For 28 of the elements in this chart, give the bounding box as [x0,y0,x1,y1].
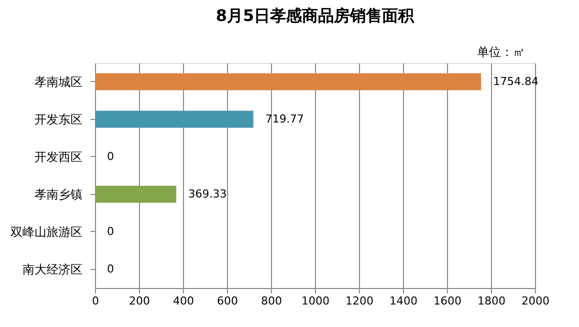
y-tick-label: 南大经济区 [22,262,82,276]
chart-title: 8月5日孝感商品房销售面积 [216,6,416,25]
y-tick-label: 开发东区 [34,112,82,126]
y-tick-label: 孝南乡镇 [34,187,82,202]
bar [95,186,176,203]
x-tick-label: 400 [173,294,194,308]
data-label: 0 [107,224,114,238]
x-tick-label: 1600 [434,294,462,308]
x-tick-label: 0 [92,294,99,308]
x-tick-label: 1200 [346,294,374,308]
data-label: 719.77 [265,112,304,126]
x-tick-label: 1400 [390,294,418,308]
x-tick-label: 1000 [302,294,330,308]
data-label: 0 [107,150,114,163]
x-tick-label: 1800 [478,294,506,308]
x-tick-label: 800 [261,294,282,308]
x-tick-label: 600 [217,294,238,308]
bar [95,110,254,128]
y-tick-label: 双峰山旅游区 [10,224,82,239]
data-label: 1754.84 [493,74,539,88]
y-tick-label: 开发西区 [34,150,82,164]
bar [95,73,482,90]
y-tick-label: 孝南城区 [34,74,82,89]
x-tick-label: 200 [129,294,150,308]
text: 单位：㎡ [477,45,525,59]
x-tick-label: 2000 [522,294,550,308]
data-label: 369.33 [188,187,227,200]
data-label: 0 [107,262,114,276]
